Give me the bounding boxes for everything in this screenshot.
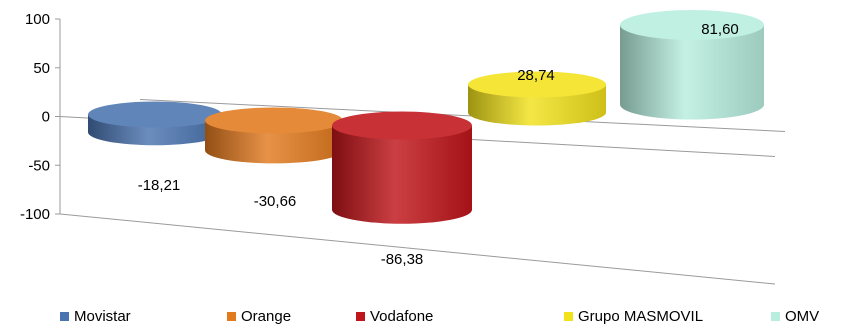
legend-swatch — [771, 312, 780, 321]
chart-bars — [88, 9, 764, 224]
chart-legend: Movistar Orange Vodafone Grupo MASMOVIL OMV — [0, 308, 861, 327]
y-tick-label: 0 — [42, 109, 50, 126]
legend-item: Movistar — [60, 308, 131, 325]
y-tick-label: -100 — [20, 206, 50, 223]
bar-body — [332, 125, 472, 224]
legend-item: OMV — [771, 308, 819, 325]
legend-label: OMV — [785, 308, 820, 325]
data-label: 81,60 — [701, 21, 739, 38]
bar-orange — [205, 107, 343, 164]
bar-vodafone — [332, 111, 472, 224]
legend-label: Movistar — [74, 308, 131, 325]
y-tick-label: 100 — [25, 11, 50, 28]
bar-body — [620, 24, 764, 120]
legend-swatch — [356, 312, 365, 321]
data-labels: -18,21 -30,66 -86,38 28,74 81,60 — [138, 21, 739, 268]
legend-swatch — [60, 312, 69, 321]
bar-top-cap — [468, 71, 606, 98]
legend-item: Grupo MASMOVIL — [564, 308, 703, 325]
bar-top-cap — [88, 101, 222, 128]
legend-item: Vodafone — [356, 308, 433, 325]
cylinder-chart: 100 50 0 -50 -100 -18,21 -30,66 -86,38 28,74 81,… — [20, 9, 786, 285]
y-axis-ticks: 100 50 0 -50 -100 — [20, 11, 60, 223]
data-label: -86,38 — [381, 251, 424, 268]
legend-label: Orange — [241, 308, 292, 325]
legend-label: Vodafone — [370, 308, 434, 325]
floor-line — [59, 213, 776, 285]
y-tick-label: 50 — [33, 60, 50, 77]
bar-movistar — [88, 101, 222, 146]
bar-top-cap — [620, 9, 764, 40]
data-label: 28,74 — [517, 67, 555, 84]
data-label: -30,66 — [254, 193, 297, 210]
zero-line-back — [139, 99, 786, 132]
bar-top-cap — [332, 111, 472, 140]
data-label: -18,21 — [138, 177, 181, 194]
legend-label: Grupo MASMOVIL — [578, 308, 704, 325]
legend-swatch — [564, 312, 573, 321]
bar-top-cap — [205, 107, 343, 134]
legend-swatch — [227, 312, 236, 321]
bar-omv — [620, 9, 764, 120]
bar-grupo-masmovil — [468, 71, 606, 126]
legend-item: Orange — [227, 308, 291, 325]
y-tick-label: -50 — [28, 157, 50, 174]
